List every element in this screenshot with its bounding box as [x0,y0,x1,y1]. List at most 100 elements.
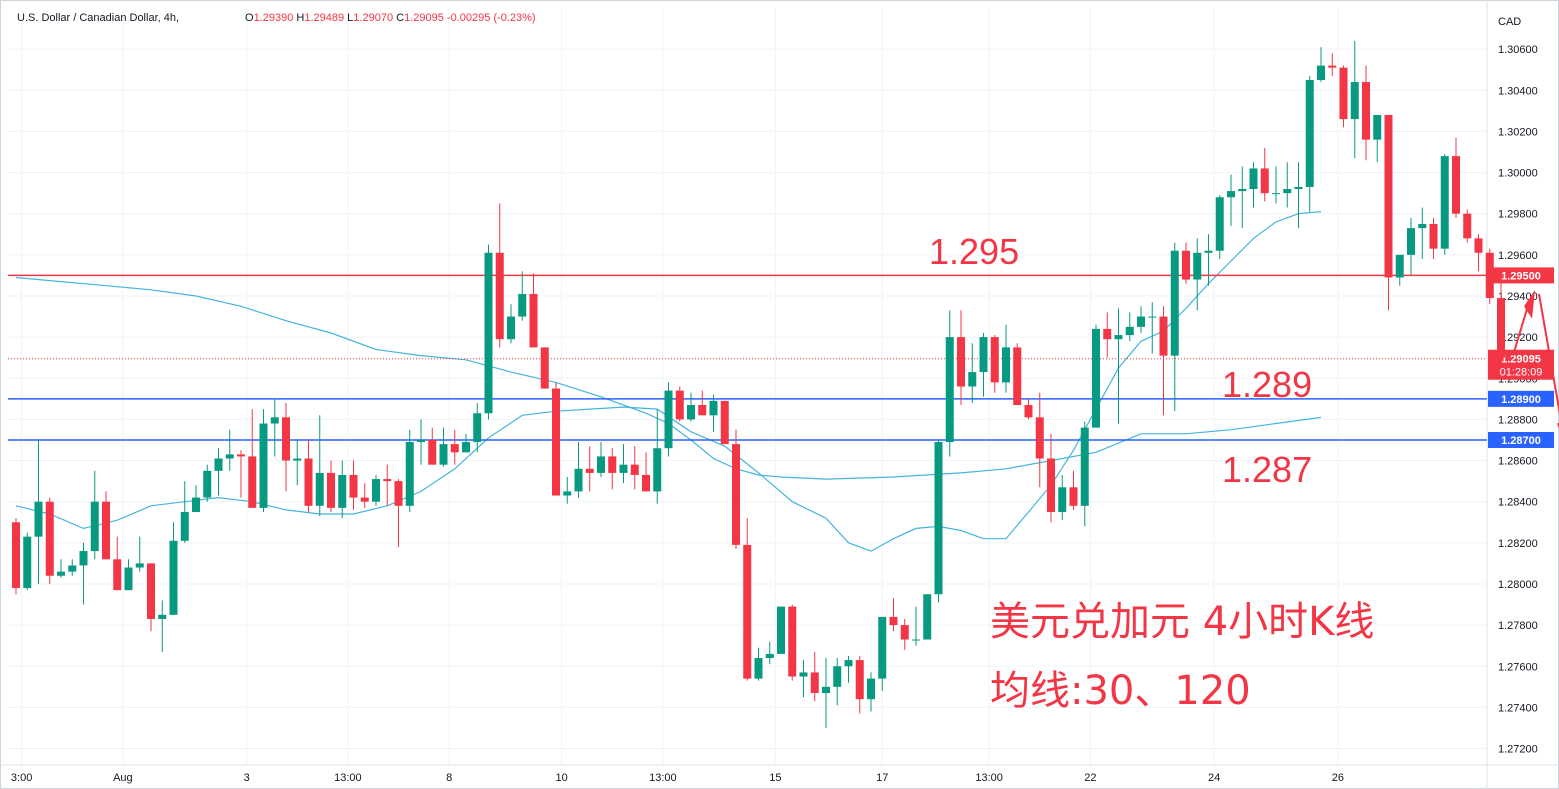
candle-body [1170,250,1179,356]
y-tick-label: 1.30200 [1498,126,1538,138]
currency-label: CAD [1498,16,1521,28]
candle-body [1092,328,1100,428]
candle-body [608,456,617,473]
caption-ma-note: 均线:30、120 [990,668,1251,714]
y-tick-label: 1.28600 [1498,456,1538,468]
candle-body [192,497,200,512]
candle-body [1384,114,1393,278]
candle-body [810,672,819,694]
candle-body [23,536,32,589]
candle-body [529,293,538,348]
candle-body [1317,65,1325,80]
level-price-tag [1488,390,1554,407]
ohlc-values: O1.29390 H1.29489 L1.29070 C1.29095 -0.0… [245,12,536,24]
high-value: 1.29489 [304,12,345,24]
candle-body [1429,223,1438,249]
x-tick-label: 13:00 [649,772,677,784]
current-price-label: 1.29095 [1501,354,1541,366]
candle-body [90,501,99,552]
y-tick-label: 1.28000 [1498,579,1538,591]
candle-body [450,444,459,453]
candle-body [428,439,437,465]
x-tick-label: 26 [1332,772,1344,784]
candle-body [1440,156,1449,249]
candle-body [1305,79,1314,187]
symbol-title: U.S. Dollar / Canadian Dollar, 4h, [17,12,180,24]
y-tick-label: 1.29400 [1498,291,1538,303]
x-tick-label: 17 [876,772,888,784]
candle-body [1339,67,1348,120]
x-tick-label: 10 [556,772,568,784]
level-price-label: 1.28700 [1501,435,1541,447]
candle-body [979,337,988,373]
annotation-level-1289: 1.289 [1222,364,1312,405]
candle-body [1002,347,1010,383]
candle-body [1362,82,1370,140]
arrow-up-shaft [1512,301,1530,356]
x-tick-label: 24 [1208,772,1220,784]
candle-body [619,464,628,473]
candle-body [585,468,594,473]
candle-body [180,511,189,541]
candle-body [968,372,977,387]
candle-body [923,594,932,640]
candle-body [1474,238,1483,253]
level-price-tag [1488,431,1554,448]
candle-body [630,464,639,475]
candle-body [574,468,583,492]
arrow-down-shaft [1538,293,1559,415]
candle-body [372,479,380,502]
y-tick-label: 1.29600 [1498,250,1538,262]
candle-body [1035,417,1044,459]
close-label: C [396,12,405,24]
open-label: O [245,12,254,24]
high-label: H [296,12,305,24]
candle-body [1103,328,1112,340]
candle-body [754,658,763,679]
candle-body [327,472,335,508]
y-tick-label: 1.28200 [1498,538,1538,550]
candle-body [1182,250,1190,280]
candle-body [1283,189,1292,194]
candle-body [1373,114,1382,140]
candle-body [439,444,448,465]
candle-body [1249,168,1258,190]
candle-body [777,606,785,654]
candles-group [12,40,1505,728]
candle-body [1204,250,1213,253]
candle-body [1058,487,1067,512]
x-tick-label: 13:00 [334,772,362,784]
candle-body [934,442,943,595]
candle-body [709,400,718,416]
y-tick-label: 1.29800 [1498,209,1538,221]
x-tick-label: 13:00 [975,772,1003,784]
candle-body [360,497,369,502]
arrow-up-head [1524,289,1535,319]
candle-body [1193,252,1202,280]
candle-body [304,458,313,506]
candle-body [1069,487,1078,506]
candle-body [945,337,954,443]
x-tick-label: 22 [1084,772,1096,784]
y-tick-label: 1.27200 [1498,744,1538,756]
candle-body [1407,228,1415,255]
candle-body [1080,427,1089,506]
candle-body [473,413,482,443]
candle-body [113,559,122,591]
candle-body [687,405,695,420]
low-value: 1.29070 [353,12,394,24]
x-tick-label: Aug [113,772,133,784]
candle-body [720,400,729,445]
candle-body [417,439,425,443]
candle-body [540,347,549,389]
candle-body [889,616,898,626]
y-tick-label: 1.30400 [1498,85,1538,97]
candle-body [12,522,20,589]
candle-body [383,479,392,482]
candle-body [990,337,999,383]
candle-body [1260,168,1269,194]
candle-body [732,444,740,545]
candle-body [484,252,493,414]
